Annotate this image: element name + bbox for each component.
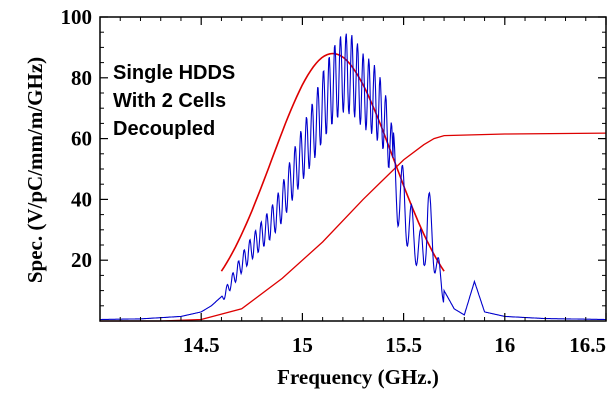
cumulative-curve [100, 132, 607, 322]
spectrum-line [100, 33, 606, 321]
y-tick-label: 100 [61, 5, 93, 29]
annotation-line-3: Decoupled [113, 118, 215, 140]
y-tick-label: 20 [71, 248, 92, 272]
x-tick-label: 14.5 [183, 333, 220, 357]
y-tick-label: 60 [71, 127, 92, 151]
annotation-line-1: Single HDDS [113, 62, 235, 84]
x-tick-label: 16.5 [569, 333, 606, 357]
gaussian-fit-curve [220, 52, 445, 272]
axis-group: 14.5 15 15.5 16 16.5 20 40 60 80 100 [61, 5, 607, 357]
y-tick-label: 40 [71, 187, 92, 211]
annotation-line-2: With 2 Cells [113, 90, 226, 112]
y-tick-label: 80 [71, 66, 92, 90]
x-tick-label: 15 [292, 333, 313, 357]
x-axis-label: Frequency (GHz.) [277, 365, 439, 389]
x-tick-label: 16 [494, 333, 515, 357]
y-axis-label: Spec. (V/pC/mm/m/GHz) [23, 57, 47, 283]
x-tick-label: 15.5 [385, 333, 422, 357]
